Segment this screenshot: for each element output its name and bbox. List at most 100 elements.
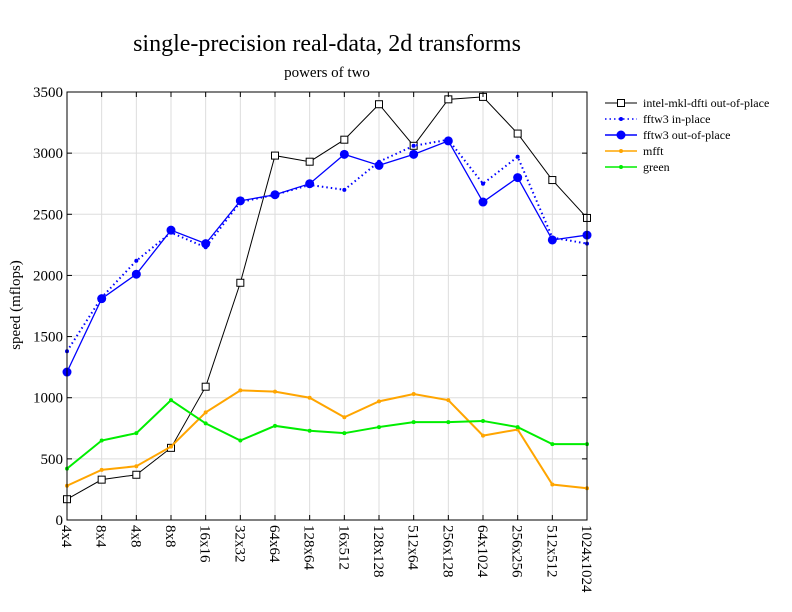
data-point [377,425,381,430]
data-point [169,398,173,403]
grid [66,91,588,521]
x-tick-label: 16x16 [197,525,213,563]
series-layer [62,92,592,504]
data-point [481,181,485,186]
data-point [307,395,312,400]
y-tick-label: 2000 [33,268,63,284]
data-point [238,438,243,443]
legend-marker [616,130,626,140]
legend-label: mfft [643,144,664,158]
series-mfft [65,388,589,491]
legend-marker [619,117,623,121]
data-point [236,278,245,287]
data-point [134,258,139,263]
y-axis-label: speed (mflops) [8,260,24,350]
chart-title: single-precision real-data, 2d transform… [133,31,521,57]
data-point [271,151,279,160]
data-point [478,197,488,207]
y-tick-label: 1000 [33,391,63,407]
data-point [443,136,453,146]
data-point [342,415,347,420]
data-point [339,149,349,159]
data-point [97,475,106,484]
legend-label: fftw3 in-place [643,112,710,126]
data-point [411,420,416,425]
data-point [411,143,416,148]
x-tick-label: 128x64 [301,525,317,571]
data-point [305,157,314,166]
x-tick-label: 64x64 [266,525,282,563]
data-point [411,392,416,397]
series-intel-mkl-dfti-out-of-place [63,92,591,504]
x-tick-label: 256x256 [509,525,525,578]
data-point [238,388,243,393]
data-point [377,399,381,404]
data-point [548,176,557,185]
legend-item: mfft [605,144,664,158]
data-point [99,438,104,443]
legend-label: green [643,160,670,174]
data-point [547,235,557,245]
data-point [134,464,139,469]
data-point [166,225,176,235]
x-axis: 4x4 8x4 4x8 8x8 16x16 32x32 64x64 128x64 16x512 1… [58,92,594,593]
data-point [515,154,520,159]
data-point [270,190,280,200]
y-tick-label: 1500 [33,330,63,346]
data-point [235,196,245,206]
data-point [446,420,451,425]
plot-frame [66,91,588,521]
data-point [375,100,383,109]
legend-item: fftw3 out-of-place [605,128,730,142]
data-point [203,410,208,415]
data-point [169,444,173,449]
x-tick-label: 4x4 [58,525,74,548]
x-tick-label: 1024x1024 [578,525,594,593]
data-point [340,135,349,144]
data-point [134,431,139,436]
x-tick-label: 512x64 [405,525,421,571]
data-point [374,160,384,170]
data-point [97,294,107,304]
chart-subtitle: powers of two [284,65,370,81]
data-point [409,149,419,159]
x-tick-label: 512x512 [543,525,559,578]
data-point [342,431,347,436]
legend-item: intel-mkl-dfti out-of-place [605,96,769,110]
series-line-green [66,398,587,470]
data-point [307,428,312,433]
y-tick-label: 500 [41,452,64,468]
y-tick-label: 0 [56,513,64,529]
series-line-fftw3-out-of-place [66,140,588,373]
data-point [132,470,141,479]
data-point [342,187,347,192]
data-point [131,269,141,279]
data-point [481,433,485,438]
y-tick-label: 3000 [33,146,63,162]
x-tick-label: 32x32 [231,525,247,563]
legend-label: fftw3 out-of-place [643,128,730,142]
data-point [273,389,277,394]
series-fftw3-out-of-place [62,136,592,377]
legend-item: fftw3 in-place [605,112,710,126]
data-point [203,421,208,426]
data-point [513,129,522,138]
data-point [305,179,315,189]
data-point [550,482,555,487]
legend: intel-mkl-dfti out-of-place fftw3 in-plac… [605,96,769,174]
series-line-fftw3-in-place [66,138,588,352]
series-line-intel-mkl-dfti-out-of-place [66,96,588,500]
data-point [513,173,523,183]
legend-marker [617,99,625,107]
legend-label: intel-mkl-dfti out-of-place [643,96,769,110]
legend-marker [619,165,623,169]
data-point [550,442,555,447]
y-tick-label: 3500 [33,85,63,101]
series-green [65,398,589,471]
legend-marker [619,149,623,153]
data-point [446,398,451,403]
series-line-mfft [66,389,588,490]
x-tick-label: 256x128 [439,525,455,578]
x-tick-label: 4x8 [127,525,143,548]
